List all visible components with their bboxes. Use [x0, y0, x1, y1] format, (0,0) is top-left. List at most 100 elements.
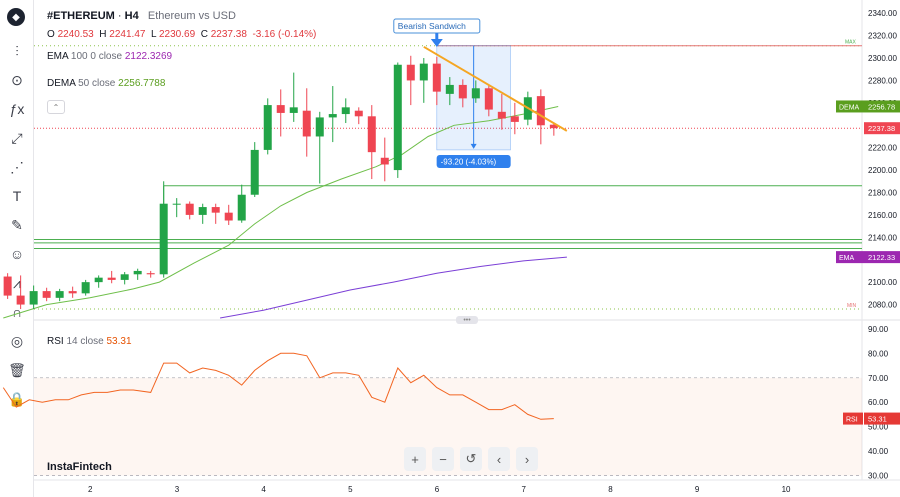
time-tick-label: 6	[435, 485, 440, 494]
rsi-tick-label: 90.00	[868, 325, 889, 334]
ema-legend[interactable]: EMA 100 0 close 2122.3269	[47, 51, 172, 62]
price-tick-label: 2280.00	[868, 76, 897, 85]
scroll-right-button[interactable]: ›	[516, 447, 538, 471]
price-tick-label: 2300.00	[868, 54, 897, 63]
rsi-price-tag-label: RSI	[846, 417, 858, 424]
pane-resize-handle[interactable]: •••	[456, 316, 478, 324]
brush-icon[interactable]: ✎	[11, 216, 23, 233]
zoom-in-button[interactable]: +	[404, 447, 426, 471]
candle-body	[302, 110, 311, 137]
price-change: -3.16 (-0.14%)	[252, 29, 317, 40]
measure-label-box	[436, 155, 511, 168]
candle-body	[16, 295, 25, 305]
trend-line	[423, 45, 568, 132]
ohlc-row: O 2240.53 H 2241.47 L 2230.69 C 2237.38 …	[47, 29, 316, 40]
watermark: InstaFintech	[47, 461, 112, 473]
delete-icon[interactable]: 🗑	[8, 361, 26, 378]
candle-body	[484, 88, 493, 110]
rsi-price-tag-value: 53.31	[868, 415, 887, 424]
rsi-price-tag-box	[843, 412, 863, 425]
price-tick-label: 2140.00	[868, 233, 897, 242]
candle-body	[120, 274, 129, 280]
drawing-toolbar: ◆ ⫶ ⊙ ƒx ⤢ ⋰ T ✎ ☺ ⩘ ∩ ◎ 🗑 🔒	[0, 0, 34, 497]
trend-line-icon[interactable]: ⤢	[11, 129, 23, 146]
dema-price-tag-box	[836, 100, 900, 113]
candle-body	[510, 116, 519, 122]
text-icon[interactable]: T	[12, 188, 22, 204]
function-icon[interactable]: ƒx	[9, 101, 25, 117]
pattern-icon[interactable]: ⩘	[13, 274, 21, 291]
ema-params: 100 0 close	[70, 51, 123, 62]
min-label: MIN	[847, 303, 857, 309]
close-value: 2237.38	[210, 29, 247, 40]
ema-price-tag-box	[836, 251, 900, 264]
symbol-title: #ETHEREUM · H4 Ethereum vs USD	[47, 10, 236, 22]
symbol-name: #ETHEREUM	[47, 10, 115, 22]
candle-body	[328, 114, 337, 118]
high-label: H	[99, 29, 107, 40]
emoji-icon[interactable]: ☺	[9, 246, 25, 262]
time-tick-label: 7	[522, 485, 527, 494]
rsi-tick-label: 50.00	[868, 423, 889, 432]
low-value: 2230.69	[159, 29, 196, 40]
rsi-tick-label: 60.00	[868, 398, 889, 407]
candle-body	[68, 291, 77, 294]
candle-body	[354, 110, 363, 117]
ema-price-tag-value: 2122.33	[868, 253, 895, 262]
price-tick-label: 2320.00	[868, 32, 897, 41]
candle-body	[471, 88, 480, 99]
candle-body	[224, 212, 233, 221]
price-tick-label: 2080.00	[868, 301, 897, 310]
candle-body	[341, 107, 350, 115]
high-value: 2241.47	[109, 29, 146, 40]
fib-icon[interactable]: ⋰	[10, 158, 24, 175]
pattern-label: Bearish Sandwich	[398, 21, 466, 31]
time-tick-label: 9	[695, 485, 700, 494]
zoom-out-button[interactable]: −	[432, 447, 454, 471]
rsi-tick-label: 80.00	[868, 349, 889, 358]
candle-body	[263, 105, 272, 150]
candle-body	[81, 282, 90, 294]
candle-body	[250, 149, 259, 195]
collapse-legend-button[interactable]: ⌃	[47, 100, 65, 114]
candle-body	[367, 116, 376, 153]
indicators-icon[interactable]: ⫶	[15, 42, 19, 59]
rsi-value: 53.31	[106, 336, 132, 347]
scroll-left-button[interactable]: ‹	[488, 447, 510, 471]
ema-price-tag-label: EMA	[839, 255, 855, 262]
candle-body	[406, 64, 415, 81]
candle-body	[146, 273, 155, 275]
max-label: MAX	[845, 40, 857, 46]
rsi-value-tag-box	[864, 412, 900, 425]
time-tick-label: 4	[261, 485, 266, 494]
time-tick-label: 8	[608, 485, 613, 494]
time-tick-label: 5	[348, 485, 353, 494]
price-tick-label: 2180.00	[868, 188, 897, 197]
rsi-name: RSI	[47, 336, 64, 347]
close-label: C	[200, 29, 208, 40]
magnet-icon[interactable]: ∩	[11, 304, 23, 320]
rsi-params: 14 close	[66, 336, 104, 347]
dema-legend[interactable]: DEMA 50 close 2256.7788	[47, 78, 165, 89]
measure-arrow-head	[470, 143, 477, 149]
compare-icon[interactable]: ⊙	[11, 71, 23, 88]
ema-line	[220, 256, 567, 319]
eye-icon[interactable]: ◎	[10, 332, 24, 349]
reset-view-button[interactable]: ↺	[460, 447, 482, 471]
candle-body	[549, 124, 558, 129]
price-tick-label: 2160.00	[868, 211, 897, 220]
candle-body	[237, 194, 246, 221]
candle-body	[211, 207, 220, 213]
price-tick-label: 2220.00	[868, 144, 897, 153]
candle-body	[432, 63, 441, 92]
candle-body	[42, 291, 51, 298]
dema-name: DEMA	[47, 78, 76, 89]
rsi-tick-label: 70.00	[868, 374, 889, 383]
candle-body	[3, 276, 12, 296]
candle-body	[276, 105, 285, 113]
time-tick-label: 2	[88, 485, 93, 494]
candle-body	[289, 107, 298, 113]
candle-body	[55, 291, 64, 298]
rsi-legend[interactable]: RSI 14 close 53.31	[47, 336, 132, 347]
